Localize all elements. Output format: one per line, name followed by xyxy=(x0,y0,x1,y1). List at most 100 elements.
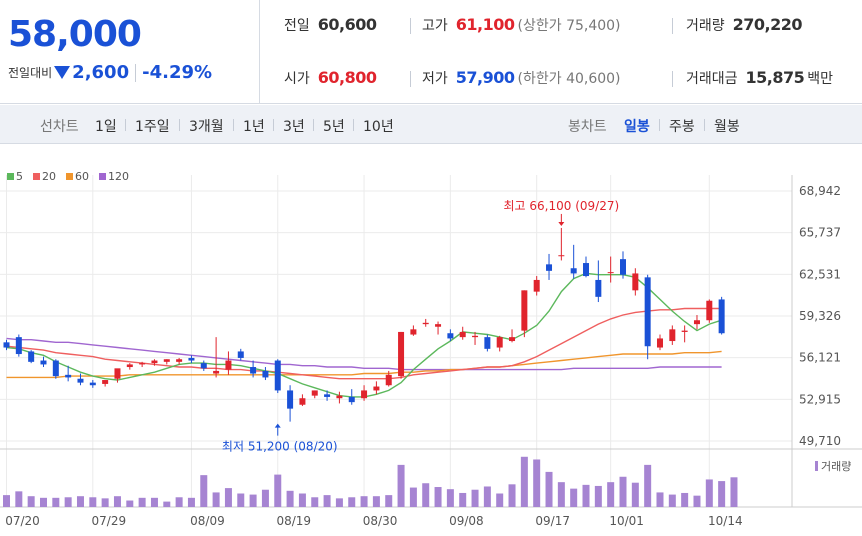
volume-bar xyxy=(113,496,121,507)
stat-trade-value: 거래대금 15,875 백만 xyxy=(686,68,833,88)
volume-bar xyxy=(681,492,689,507)
stat-low: 저가 57,900 (하한가 40,600) xyxy=(422,68,621,88)
volume-bar xyxy=(150,497,158,507)
trade-value: 15,875 xyxy=(745,68,805,87)
volume-legend-swatch xyxy=(815,461,818,471)
candle-body xyxy=(200,363,207,369)
stat-high: 고가 61,100 (상한가 75,400) xyxy=(422,15,621,35)
candle-body xyxy=(607,272,614,274)
ma-line-60 xyxy=(6,350,722,379)
volume-bar xyxy=(138,497,146,507)
candle-body xyxy=(213,370,220,374)
current-price: 58,000 xyxy=(8,14,142,55)
volume-bar xyxy=(237,493,245,507)
y-tick-label: 56,121 xyxy=(799,351,841,365)
candle-body xyxy=(299,398,306,405)
volume-bar xyxy=(459,492,467,507)
period-button-3y[interactable]: 3년 xyxy=(283,119,305,135)
candle-body xyxy=(644,277,651,347)
volume-bar xyxy=(360,496,368,507)
volume-bar xyxy=(311,497,319,507)
x-tick-label: 08/19 xyxy=(276,514,311,528)
candle-button-weekly[interactable]: 주봉 xyxy=(669,119,695,135)
period-button-1y[interactable]: 1년 xyxy=(243,119,265,135)
candle-button-daily[interactable]: 일봉 xyxy=(624,119,650,135)
volume-bar xyxy=(594,485,602,507)
stat-open: 시가 60,800 xyxy=(284,68,377,88)
legend-label-120: 120 xyxy=(108,170,129,183)
x-tick-label: 10/14 xyxy=(708,514,743,528)
candle-body xyxy=(262,370,269,378)
candle-body xyxy=(274,360,281,391)
candle-body xyxy=(15,337,22,355)
min-annotation-label: 최저 51,200 (08/20) xyxy=(222,440,338,454)
volume-bar xyxy=(323,495,331,507)
volume-bar xyxy=(163,501,171,507)
candle-body xyxy=(472,335,479,338)
volume-bar xyxy=(668,494,676,507)
price-panel: 58,000 전일대비 2,600 -4.29% xyxy=(0,0,260,104)
stat-volume: 거래량 270,220 xyxy=(686,15,803,35)
volume-bar xyxy=(372,496,380,507)
candle-button-monthly[interactable]: 월봉 xyxy=(714,119,740,135)
candle-body xyxy=(225,360,232,370)
candle-body xyxy=(484,337,491,349)
candle-body xyxy=(287,390,294,409)
x-tick-label: 07/20 xyxy=(5,514,40,528)
y-tick-label: 49,710 xyxy=(799,434,841,448)
candle-body xyxy=(250,367,257,374)
chart-period-toolbar: 선차트 1일 1주일 3개월 1년 3년 5년 10년 봉차트 일봉 주봉 월봉 xyxy=(0,105,862,144)
volume-bar xyxy=(582,484,590,507)
period-divider xyxy=(233,119,234,131)
candle-body xyxy=(459,331,466,338)
candle-body xyxy=(361,390,368,399)
volume-bar xyxy=(705,479,713,507)
volume-bar xyxy=(64,497,72,507)
candle-divider xyxy=(659,119,660,131)
candle-body xyxy=(52,360,59,377)
candle-body xyxy=(114,368,121,379)
change-amount: 2,600 xyxy=(72,62,130,83)
period-button-1w[interactable]: 1주일 xyxy=(135,119,170,135)
candle-body xyxy=(40,360,47,365)
candle-body xyxy=(583,263,590,277)
legend-label-60: 60 xyxy=(75,170,89,183)
candle-body xyxy=(324,394,331,397)
candle-body xyxy=(336,395,343,399)
period-button-5y[interactable]: 5년 xyxy=(323,119,345,135)
volume-bar xyxy=(200,475,208,507)
candle-body xyxy=(139,363,146,365)
candle-body xyxy=(311,390,318,396)
period-button-3m[interactable]: 3개월 xyxy=(189,119,224,135)
candle-body xyxy=(77,378,84,383)
high-label: 고가 xyxy=(422,18,448,34)
volume-bar xyxy=(631,482,639,507)
volume-bar xyxy=(483,486,491,507)
volume-legend-label: 거래량 xyxy=(821,460,851,473)
candle-body xyxy=(373,386,380,391)
candle-body xyxy=(533,279,540,292)
change-row: 전일대비 2,600 -4.29% xyxy=(8,62,212,83)
volume-bar xyxy=(286,490,294,507)
x-tick-label: 09/08 xyxy=(449,514,484,528)
candle-body xyxy=(435,324,442,327)
volume-bar xyxy=(89,497,97,507)
volume-bar xyxy=(175,497,183,507)
prev-close-label: 전일 xyxy=(284,18,310,34)
candle-body xyxy=(188,357,195,361)
volume-bar xyxy=(409,487,417,507)
period-button-10y[interactable]: 10년 xyxy=(363,119,394,135)
period-divider xyxy=(125,119,126,131)
down-arrow-icon xyxy=(54,66,71,79)
volume-bar xyxy=(249,494,257,507)
candle-body xyxy=(28,351,35,362)
candle-body xyxy=(410,329,417,335)
volume-bar xyxy=(397,464,405,507)
x-tick-label: 10/01 xyxy=(609,514,644,528)
candle-body xyxy=(570,268,577,274)
candle-body xyxy=(656,338,663,348)
change-label: 전일대비 xyxy=(8,66,53,80)
period-button-1d[interactable]: 1일 xyxy=(95,119,117,135)
volume-bar xyxy=(274,474,282,507)
change-divider xyxy=(135,63,137,82)
